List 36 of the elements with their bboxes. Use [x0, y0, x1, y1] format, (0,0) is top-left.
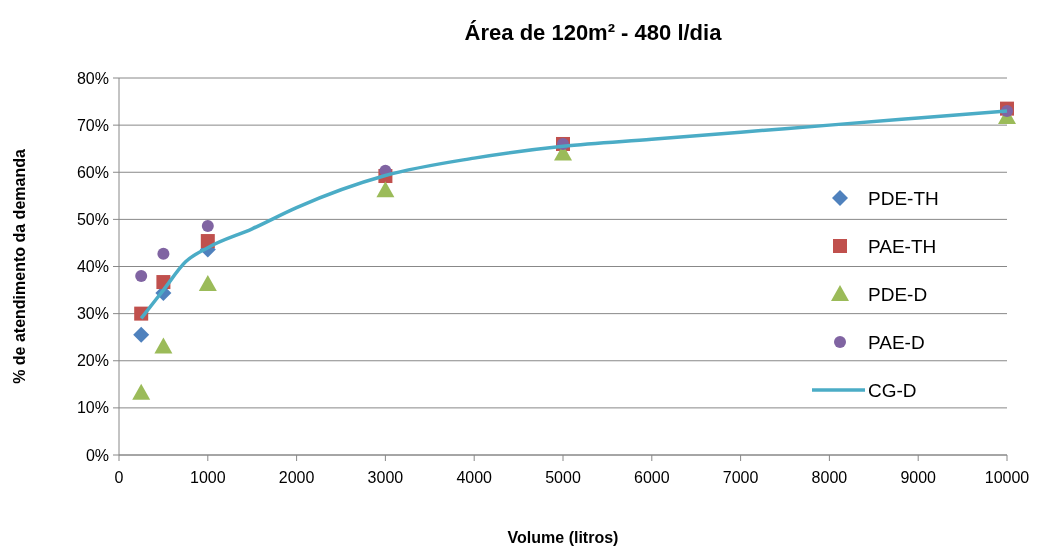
x-tick-label: 0	[114, 469, 124, 486]
y-tick-label: 30%	[76, 305, 109, 323]
y-tick-label: 70%	[76, 116, 109, 134]
x-tick-label: 4000	[456, 469, 493, 486]
legend-label: PAE-D	[868, 331, 925, 353]
point	[201, 219, 214, 232]
x-tick-label: 6000	[634, 469, 670, 486]
x-tick-label: 1000	[190, 469, 226, 486]
legend-label: PDE-D	[868, 283, 928, 305]
point	[198, 274, 217, 291]
y-tick-label: 10%	[76, 399, 109, 417]
point	[132, 383, 151, 400]
point	[135, 269, 148, 282]
x-tick-label: 8000	[811, 469, 848, 486]
y-tick-label: 40%	[76, 258, 109, 276]
legend-label: PDE-TH	[868, 187, 939, 209]
point	[376, 181, 395, 198]
x-tick-label: 7000	[722, 469, 759, 486]
x-tick-label: 5000	[545, 469, 581, 486]
y-tick-label: 20%	[76, 352, 109, 370]
legend-label: PAE-TH	[868, 235, 937, 257]
y-tick-label: 80%	[76, 69, 109, 87]
legend-label: CG-D	[868, 379, 917, 401]
y-tick-label: 0%	[85, 446, 109, 464]
point	[157, 247, 170, 260]
y-tick-label: 60%	[76, 163, 109, 181]
x-tick-label: 10000	[984, 469, 1030, 486]
x-axis-title: Volume (litros)	[507, 529, 619, 546]
point	[154, 337, 173, 354]
x-tick-label: 3000	[367, 469, 404, 486]
chart-title: Área de 120m² - 480 l/dia	[464, 20, 723, 45]
y-tick-label: 50%	[76, 210, 109, 228]
point	[133, 326, 150, 343]
y-axis-title: % de atendimento da demanda	[11, 149, 28, 384]
x-tick-label: 2000	[278, 469, 315, 486]
x-tick-label: 9000	[900, 469, 937, 486]
